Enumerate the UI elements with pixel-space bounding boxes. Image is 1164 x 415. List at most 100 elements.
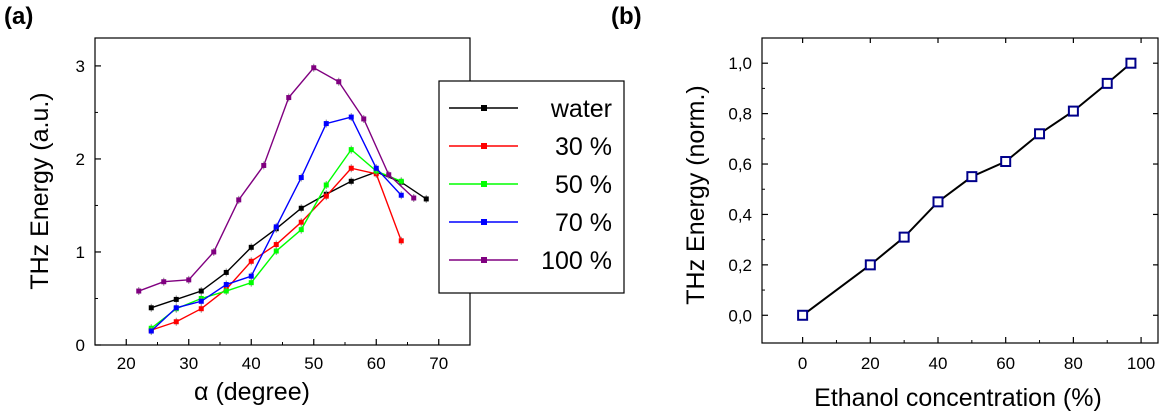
x-tick-label: 20	[117, 354, 136, 373]
data-point	[348, 178, 354, 184]
data-point	[1067, 105, 1079, 117]
data-point	[398, 192, 404, 198]
data-point	[248, 280, 254, 286]
x-tick-label: 70	[429, 354, 448, 373]
data-point	[966, 171, 978, 183]
data-point	[1101, 77, 1113, 89]
y-tick-label: 2	[76, 150, 85, 169]
x-tick-label: 100	[1127, 354, 1155, 373]
data-point	[173, 319, 179, 325]
x-tick-label: 0	[798, 354, 807, 373]
data-point	[932, 196, 944, 208]
x-tick-label: 30	[179, 354, 198, 373]
data-point	[261, 162, 267, 168]
series-line-data	[802, 62, 1132, 317]
y-axis-title-a: THz Energy (a.u.)	[26, 92, 54, 289]
data-point	[248, 273, 254, 279]
y-tick-label: 0,0	[728, 306, 752, 325]
data-point	[361, 116, 367, 122]
data-point	[136, 288, 142, 294]
legend-label: 50 %	[555, 171, 612, 199]
x-tick-label: 60	[996, 354, 1015, 373]
y-tick-label: 0	[76, 336, 85, 355]
legend-label: 100 %	[541, 247, 612, 275]
plot-frame-a	[94, 37, 471, 346]
y-tick-label: 1	[76, 243, 85, 262]
data-point	[161, 279, 167, 285]
data-point	[797, 309, 809, 321]
chart-panel-b: (b) 0 20 40 60 80 100 0,0 0,2 0,4 0,6 0,8 1,0 Etha…	[611, 3, 1159, 412]
data-point	[1000, 156, 1012, 168]
data-point	[198, 306, 204, 312]
panel-label-b: (b)	[611, 3, 642, 30]
data-point	[223, 269, 229, 275]
data-point	[223, 282, 229, 288]
legend-label: water	[550, 95, 612, 123]
x-axis-title-b: Ethanol concentration (%)	[814, 384, 1102, 412]
data-point	[198, 288, 204, 294]
data-point	[286, 95, 292, 101]
data-point	[864, 259, 876, 271]
legend-a: water 30 % 50 % 70 % 100 %	[438, 80, 625, 294]
data-point	[211, 249, 217, 255]
data-point	[298, 175, 304, 181]
plot-frame-b	[761, 37, 1159, 344]
series-line-100-	[138, 66, 415, 292]
data-point	[373, 165, 379, 171]
data-point	[398, 178, 404, 184]
legend-marker	[481, 181, 487, 187]
legend-marker	[481, 105, 487, 111]
data-point	[348, 165, 354, 171]
x-tick-label: 50	[304, 354, 323, 373]
y-axis-title-b: THz Energy (norm.)	[682, 85, 710, 304]
data-point	[298, 219, 304, 225]
data-point	[273, 248, 279, 254]
x-tick-label: 40	[929, 354, 948, 373]
y-tick-label: 1,0	[728, 54, 752, 73]
legend-marker	[481, 257, 487, 263]
y-tick-label: 0,6	[728, 155, 752, 174]
panel-label-a: (a)	[4, 3, 33, 30]
data-point	[273, 242, 279, 248]
legend-box	[438, 80, 625, 294]
data-point	[173, 296, 179, 302]
data-point	[236, 197, 242, 203]
data-point	[186, 277, 192, 283]
data-point	[298, 227, 304, 233]
chart-panel-a: (a) 20 30 40 50 60 70 0 1 2 3 α (degree) THz Ene…	[4, 3, 625, 406]
data-point	[323, 121, 329, 127]
y-tick-label: 3	[76, 57, 85, 76]
data-point	[248, 244, 254, 250]
data-point	[273, 224, 279, 230]
data-point	[198, 298, 204, 304]
data-point	[311, 65, 317, 71]
legend-label: 30 %	[555, 133, 612, 161]
data-point	[348, 114, 354, 120]
legend-marker	[481, 143, 487, 149]
data-point	[248, 258, 254, 264]
x-tick-label: 20	[861, 354, 880, 373]
data-point	[1125, 57, 1137, 69]
x-tick-label: 40	[242, 354, 261, 373]
legend-marker	[481, 219, 487, 225]
y-tick-label: 0,2	[728, 256, 752, 275]
data-point	[423, 196, 429, 202]
data-point	[348, 147, 354, 153]
data-point	[323, 193, 329, 199]
data-point	[386, 172, 392, 178]
data-point	[336, 79, 342, 85]
data-point	[898, 231, 910, 243]
data-point	[323, 182, 329, 188]
data-point	[223, 288, 229, 294]
y-tick-label: 0,8	[728, 105, 752, 124]
x-tick-label: 60	[367, 354, 386, 373]
data-point	[173, 305, 179, 311]
data-point	[398, 238, 404, 244]
data-point	[411, 195, 417, 201]
data-point	[1034, 128, 1046, 140]
x-axis-title-a: α (degree)	[194, 378, 310, 406]
data-point	[148, 328, 154, 334]
y-tick-label: 0,4	[728, 205, 752, 224]
data-point	[298, 205, 304, 211]
